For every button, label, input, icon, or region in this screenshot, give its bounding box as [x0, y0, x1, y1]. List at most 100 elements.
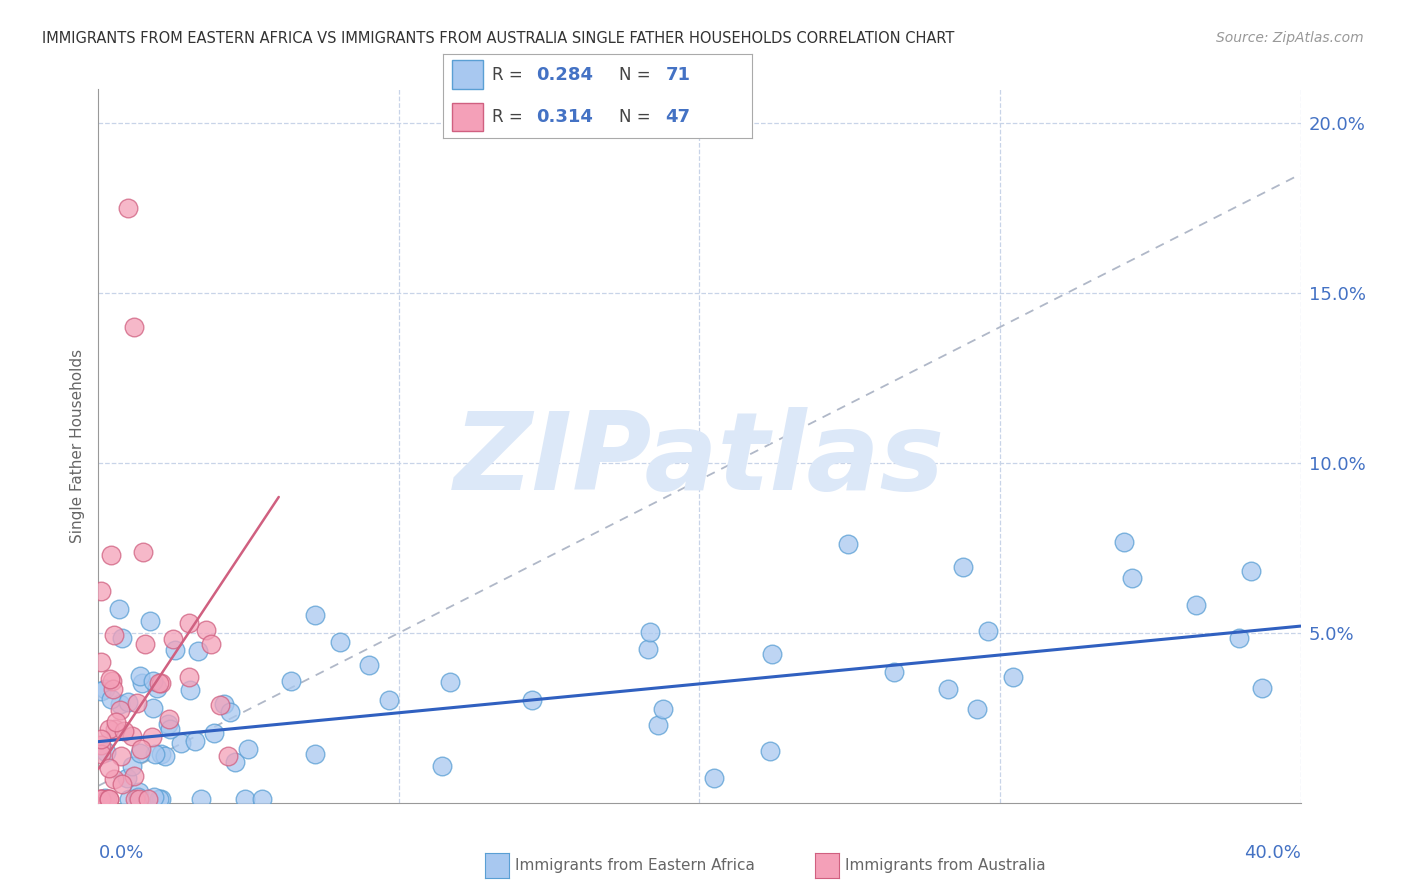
Point [112, 724, 135, 739]
Point [111, 777, 134, 791]
Point [121, 759, 143, 773]
Point [115, 771, 138, 785]
Point [837, 536, 859, 550]
Point [124, 320, 146, 334]
Point [96, 792, 118, 806]
Point [108, 703, 131, 717]
Point [118, 792, 141, 806]
Point [165, 643, 187, 657]
Point [520, 693, 543, 707]
Point [129, 668, 152, 682]
Point [121, 729, 143, 743]
Point [202, 726, 225, 740]
Point [100, 692, 122, 706]
Point [139, 614, 162, 628]
Point [103, 772, 125, 786]
Point [1240, 564, 1263, 578]
Point [142, 700, 165, 714]
Point [141, 730, 163, 744]
Point [127, 789, 149, 804]
Point [200, 637, 222, 651]
Point [157, 717, 180, 731]
Point [125, 696, 148, 710]
Text: 0.314: 0.314 [536, 108, 592, 126]
Point [159, 722, 181, 736]
Point [117, 695, 139, 709]
Point [219, 706, 242, 720]
Point [194, 623, 217, 637]
Point [122, 769, 145, 783]
Point [129, 746, 152, 760]
Point [224, 756, 246, 770]
Point [150, 792, 173, 806]
Point [90, 747, 112, 761]
Point [142, 673, 165, 688]
Point [952, 560, 974, 574]
Point [936, 681, 959, 696]
Text: N =: N = [619, 66, 657, 84]
Point [90, 792, 112, 806]
Point [104, 714, 127, 729]
Point [439, 674, 461, 689]
Point [146, 681, 169, 695]
Point [108, 602, 131, 616]
Text: ZIPatlas: ZIPatlas [454, 408, 945, 513]
Point [143, 747, 166, 761]
Point [1121, 571, 1143, 585]
Point [108, 698, 131, 712]
Point [110, 748, 132, 763]
Point [129, 742, 152, 756]
Point [101, 682, 124, 697]
Point [1114, 534, 1136, 549]
Point [97, 792, 120, 806]
Point [966, 701, 988, 715]
Point [90, 738, 112, 752]
Point [651, 702, 673, 716]
Point [90, 683, 112, 698]
Point [378, 692, 401, 706]
Text: 0.0%: 0.0% [98, 844, 143, 862]
Point [90, 792, 112, 806]
Point [1250, 681, 1272, 695]
Point [90, 732, 112, 747]
Point [304, 607, 326, 622]
Point [233, 792, 256, 806]
Text: 71: 71 [665, 66, 690, 84]
Point [703, 771, 725, 785]
Bar [453, 61, 484, 89]
Point [124, 792, 146, 806]
Point [90, 655, 112, 669]
Point [98, 672, 121, 686]
Point [184, 733, 207, 747]
Point [212, 698, 235, 712]
Point [162, 632, 184, 646]
Point [93, 682, 115, 697]
Point [134, 637, 156, 651]
Point [637, 641, 659, 656]
Point [97, 761, 120, 775]
Bar [453, 103, 484, 131]
Point [103, 628, 125, 642]
Text: Immigrants from Australia: Immigrants from Australia [845, 858, 1046, 872]
Point [136, 792, 159, 806]
Point [761, 647, 783, 661]
Point [117, 201, 139, 215]
Point [97, 792, 120, 806]
Point [236, 742, 259, 756]
Point [187, 644, 209, 658]
Text: 40.0%: 40.0% [1244, 844, 1301, 862]
Point [638, 624, 661, 639]
Point [177, 615, 200, 630]
Point [142, 790, 165, 805]
Point [1001, 670, 1024, 684]
Point [179, 683, 201, 698]
Point [883, 665, 905, 680]
Text: Source: ZipAtlas.com: Source: ZipAtlas.com [1216, 31, 1364, 45]
Point [977, 624, 1000, 638]
Point [155, 748, 177, 763]
Point [170, 737, 193, 751]
Point [280, 673, 302, 688]
Point [1229, 631, 1251, 645]
Point [149, 747, 172, 761]
Point [1185, 599, 1208, 613]
